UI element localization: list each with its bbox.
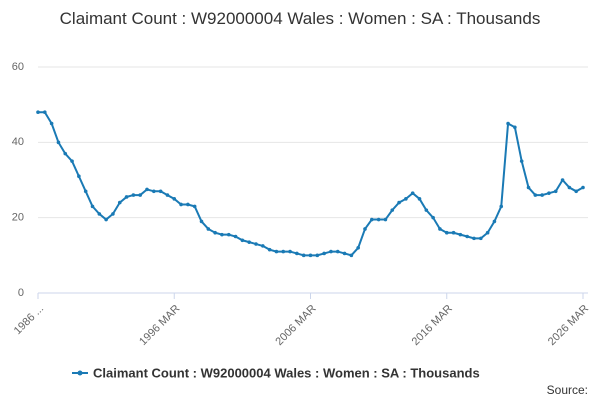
point <box>404 197 408 201</box>
point <box>424 208 429 212</box>
point <box>117 200 122 205</box>
point <box>553 189 558 194</box>
point <box>220 232 224 237</box>
point <box>370 217 374 222</box>
point <box>444 230 449 235</box>
point <box>417 197 422 201</box>
point <box>499 204 504 209</box>
point <box>547 191 551 195</box>
point <box>70 159 74 163</box>
point <box>397 200 401 205</box>
point <box>165 193 170 197</box>
point <box>410 191 415 195</box>
legend-label: Claimant Count : W92000004 Wales : Women… <box>93 365 480 380</box>
point <box>90 204 95 209</box>
point <box>152 189 156 194</box>
point <box>274 249 279 254</box>
point <box>172 197 177 201</box>
point <box>124 195 129 199</box>
point <box>77 174 81 179</box>
point <box>458 232 463 237</box>
point <box>199 219 204 224</box>
point <box>581 185 585 190</box>
point <box>560 178 565 182</box>
point <box>254 242 258 246</box>
point <box>36 110 40 114</box>
point <box>356 246 360 250</box>
point <box>315 253 320 258</box>
point <box>240 238 245 243</box>
point <box>390 208 395 212</box>
point <box>213 230 217 235</box>
point <box>301 253 306 258</box>
point <box>104 217 108 222</box>
point <box>233 234 238 239</box>
point <box>138 193 142 197</box>
x-tick-label: 1986 ... <box>12 303 46 337</box>
x-tick-label: 2006 MAR <box>273 303 318 348</box>
point <box>247 240 251 244</box>
point <box>567 185 572 190</box>
point <box>97 212 102 216</box>
chart-title: Claimant Count : W92000004 Wales : Women… <box>59 9 541 28</box>
point <box>49 121 54 126</box>
point <box>519 159 524 163</box>
y-tick-label: 20 <box>12 212 24 224</box>
point <box>158 189 163 194</box>
y-tick-label: 60 <box>12 61 24 73</box>
point <box>131 193 136 197</box>
point <box>540 193 544 197</box>
point <box>43 110 47 114</box>
point <box>465 234 469 239</box>
x-tick-label: 2016 MAR <box>410 303 455 348</box>
point <box>288 249 292 254</box>
point <box>179 202 183 207</box>
legend-item: Claimant Count : W92000004 Wales : Women… <box>72 365 480 380</box>
point <box>431 215 435 220</box>
point <box>574 189 578 194</box>
point <box>329 249 333 254</box>
point <box>308 253 313 258</box>
point <box>261 244 265 248</box>
point <box>485 230 490 235</box>
point <box>281 249 286 254</box>
point <box>111 212 115 216</box>
point <box>267 247 272 252</box>
point <box>56 140 61 145</box>
point <box>492 219 497 224</box>
point <box>383 217 388 222</box>
point <box>349 253 354 258</box>
point <box>451 230 456 235</box>
point <box>335 249 340 254</box>
point <box>226 232 231 237</box>
point <box>145 187 149 192</box>
point <box>438 227 442 231</box>
point <box>376 217 381 222</box>
point <box>63 151 68 156</box>
y-tick-label: 40 <box>12 136 24 148</box>
point <box>295 251 299 256</box>
point <box>83 189 88 194</box>
point <box>472 236 476 241</box>
line <box>38 111 584 257</box>
point <box>526 185 531 190</box>
point <box>186 202 190 207</box>
point <box>363 227 367 231</box>
legend-marker <box>77 370 83 376</box>
point <box>506 121 510 126</box>
point <box>479 236 483 241</box>
point <box>192 204 197 209</box>
point <box>342 251 347 256</box>
y-tick-label: 0 <box>18 287 24 299</box>
x-tick-label: 2026 MAR <box>546 303 591 348</box>
point <box>533 193 538 197</box>
source: Source: <box>547 383 588 397</box>
point <box>513 125 517 130</box>
point <box>206 227 211 231</box>
point <box>322 251 326 256</box>
x-tick-label: 1996 MAR <box>137 303 182 348</box>
